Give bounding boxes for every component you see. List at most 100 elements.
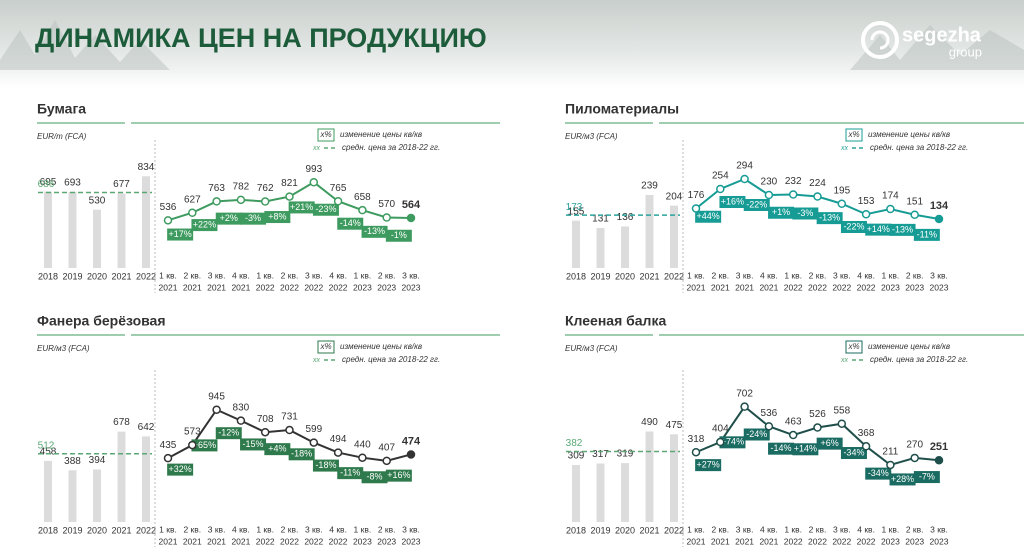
point-label: 573 — [184, 427, 201, 438]
x-tick-label: 2 кв. — [711, 270, 729, 280]
change-box — [191, 219, 218, 232]
point — [691, 447, 701, 457]
x-tick-label: 2022 — [329, 536, 348, 546]
x-tick-label: 2022 — [784, 282, 803, 292]
bar-label: 693 — [64, 177, 81, 188]
change-box — [288, 448, 315, 461]
change-label: -12% — [218, 428, 239, 438]
x-tick-label: 2022 — [280, 282, 299, 292]
legend-label: изменение цены кв/кв — [340, 342, 422, 351]
change-label: -1% — [391, 230, 407, 240]
bar — [142, 436, 150, 522]
x-tick-label: 2021 — [735, 282, 754, 292]
x-tick-label: 1 кв. — [687, 524, 705, 534]
x-tick-label: 2023 — [905, 536, 924, 546]
point-label: 782 — [233, 181, 250, 192]
point-label: 494 — [330, 434, 347, 445]
change-box — [792, 443, 819, 456]
point — [788, 190, 798, 199]
avg-label: 512 — [38, 440, 55, 451]
change-label: -34% — [868, 468, 889, 478]
x-tick-label: 2021 — [183, 282, 202, 292]
point — [910, 210, 919, 219]
x-tick-label: 3 кв. — [305, 524, 323, 534]
legend-label: изменение цены кв/кв — [868, 130, 950, 139]
change-label: +6% — [821, 438, 839, 448]
change-box — [385, 469, 412, 482]
change-label: -11% — [340, 468, 360, 478]
change-label: -34% — [843, 447, 864, 457]
point — [260, 197, 270, 206]
change-box — [816, 437, 843, 450]
bar — [621, 226, 629, 268]
x-tick-label: 2 кв. — [711, 524, 729, 534]
x-tick-label: 2 кв. — [378, 524, 396, 534]
x-tick-label: 4 кв. — [232, 524, 250, 534]
x-tick-label: 2022 — [832, 282, 851, 292]
legend-label: средн. цена за 2018-22 гг. — [870, 143, 968, 152]
point — [861, 442, 871, 451]
x-tick-label: 2023 — [905, 282, 924, 292]
x-tick-label: 2 кв. — [809, 270, 827, 280]
x-tick-label: 2022 — [136, 271, 156, 281]
logo-text: segezha — [902, 24, 982, 46]
point — [309, 438, 319, 447]
point-label: 526 — [809, 409, 826, 420]
unit: EUR/м3 (FCA) — [565, 132, 618, 141]
x-tick-label: 4 кв. — [857, 270, 875, 280]
logo-subtext: group — [949, 44, 982, 59]
x-tick-label: 2020 — [87, 525, 107, 535]
chart-title: Пиломатериалы — [565, 101, 679, 117]
change-box — [719, 436, 746, 449]
bar — [670, 205, 678, 268]
point-label: 368 — [858, 428, 875, 439]
point — [333, 197, 343, 206]
point — [285, 425, 294, 435]
point-label: 627 — [184, 194, 201, 205]
point — [358, 205, 367, 215]
x-tick-label: 2021 — [207, 536, 226, 546]
change-label: +16% — [721, 196, 744, 206]
x-tick-label: 2020 — [87, 271, 107, 281]
change-box — [361, 225, 388, 238]
bar-label: 309 — [568, 451, 585, 462]
point-label: 440 — [354, 439, 371, 450]
change-box — [743, 199, 770, 211]
change-box — [889, 223, 916, 236]
change-box — [167, 463, 194, 476]
change-label: -22% — [746, 199, 767, 209]
point — [236, 195, 246, 205]
change-box — [913, 228, 940, 241]
change-box — [167, 228, 194, 241]
x-tick-label: 2021 — [159, 282, 178, 292]
x-tick-label: 1 кв. — [256, 270, 274, 280]
x-tick-label: 2023 — [402, 282, 421, 292]
point — [406, 450, 416, 459]
x-tick-label: 2021 — [711, 282, 730, 292]
forest — [0, 20, 1024, 70]
x-tick-label: 2022 — [304, 536, 323, 546]
legend-box-label: x% — [319, 130, 331, 139]
point-label: 232 — [785, 176, 802, 187]
x-tick-label: 3 кв. — [930, 270, 948, 280]
chart-title: Фанера берёзовая — [37, 313, 166, 329]
x-tick-label: 2023 — [930, 536, 949, 546]
point-label: 821 — [281, 178, 298, 189]
point-label: 830 — [233, 402, 250, 413]
bar-label: 136 — [617, 212, 634, 223]
change-box — [264, 443, 291, 456]
change-label: +27% — [697, 460, 720, 470]
bar-label: 834 — [138, 162, 155, 173]
legend-label: средн. цена за 2018-22 гг. — [870, 355, 968, 364]
x-tick-label: 4 кв. — [760, 270, 778, 280]
point-label: 153 — [858, 196, 875, 207]
bar-label: 388 — [64, 456, 81, 467]
x-tick-label: 2 кв. — [281, 524, 299, 534]
x-tick-label: 2 кв. — [906, 270, 924, 280]
x-tick-label: 2 кв. — [183, 524, 201, 534]
bar — [117, 193, 126, 268]
x-tick-label: 2020 — [615, 271, 635, 281]
change-box — [337, 467, 364, 480]
bar — [596, 463, 605, 522]
